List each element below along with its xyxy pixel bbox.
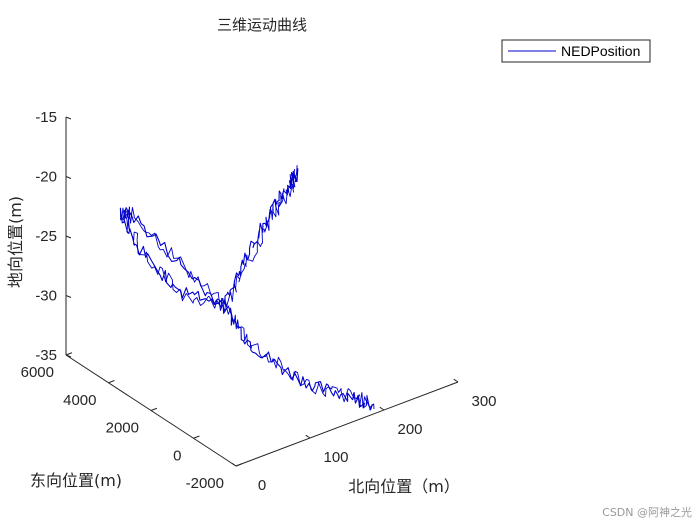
z-tick [65,116,72,120]
legend-box [501,39,651,63]
y-tick-label: 6000 [21,364,54,381]
y-tick-label: 2000 [106,420,139,437]
z-tick-label: -20 [35,169,57,186]
x-axis-title: 北向位置（m） [348,477,460,496]
x-tick-label: 300 [471,393,496,410]
series-line-trace-NEDPosition [121,164,375,411]
z-tick-label: -15 [35,109,57,126]
axes-3d [65,117,459,467]
series-line-NEDPosition [119,169,373,410]
z-tick-label: -35 [35,347,57,364]
z-tick [65,295,72,298]
y-tick [108,380,115,384]
z-tick-label: -30 [35,288,57,305]
y-tick-label: -2000 [186,475,224,492]
x-tick [305,434,311,439]
x-tick-label: 200 [397,421,422,438]
x-axis-line [235,381,459,467]
legend-label: NEDPosition [561,43,640,59]
legend[interactable]: NEDPosition [501,39,651,63]
z-tick [65,354,72,358]
x-tick-label: 100 [323,449,348,466]
chart-title: 三维运动曲线 [217,16,307,34]
z-axis-title: 地向位置(m) [6,196,25,288]
x-tick [231,462,237,467]
y-axis-title: 东向位置(m) [30,471,122,490]
y-tick-label: 0 [173,447,181,464]
x-tick [379,406,385,411]
x-tick [453,378,459,383]
z-tick [65,176,72,179]
x-tick-label: 0 [258,477,266,494]
y-tick-label: 4000 [63,392,96,409]
y-tick [150,407,158,411]
z-tick [65,235,72,239]
series-layer [119,164,375,411]
y-tick [235,463,243,467]
y-tick [65,352,73,356]
y-tick [193,435,200,439]
watermark: CSDN @阿神之光 [602,505,692,519]
z-tick-label: -25 [35,228,57,245]
tick-layer: 0 100 200 300 -2000 0 2000 4000 6000-35 -30 -25 -20… [21,109,497,494]
